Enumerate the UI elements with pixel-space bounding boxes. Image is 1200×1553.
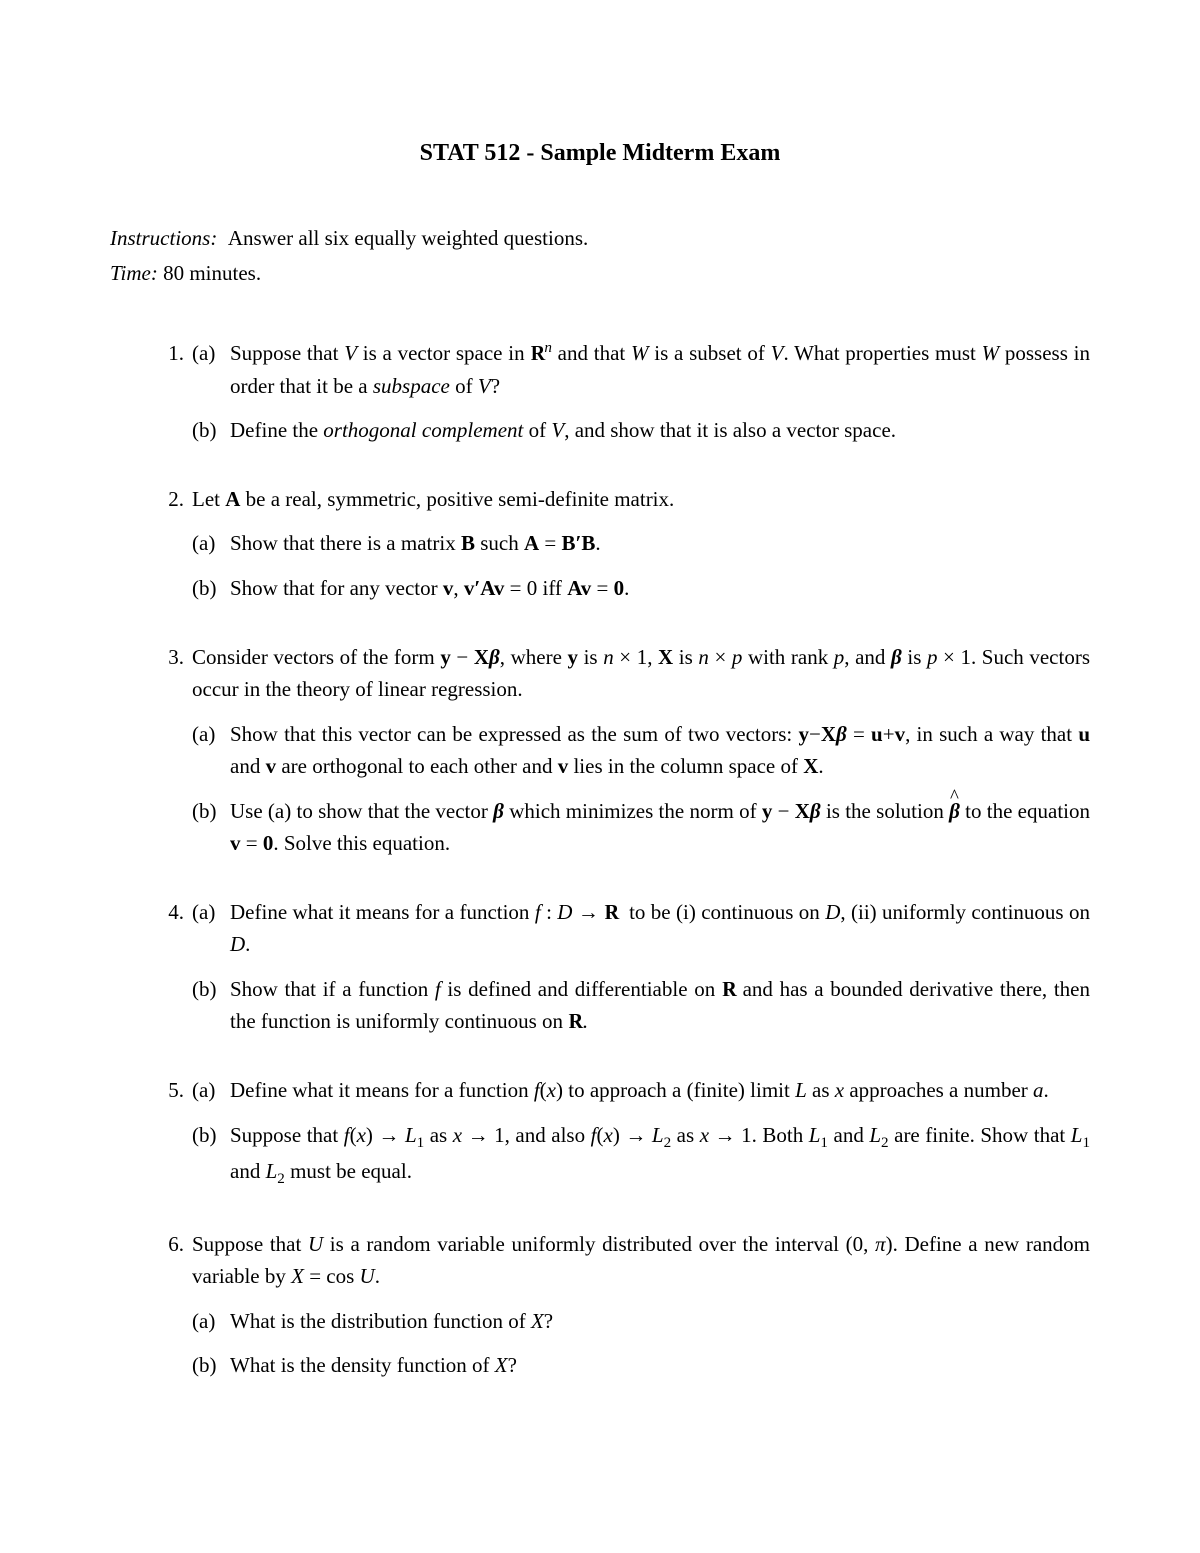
part-label: (a) xyxy=(192,896,230,961)
instructions-text: Answer all six equally weighted question… xyxy=(228,226,588,250)
part-text: Show that this vector can be expressed a… xyxy=(230,718,1090,783)
question-part: (a)Define what it means for a function f… xyxy=(192,896,1090,961)
question-number: 1. xyxy=(148,337,192,459)
part-label: (b) xyxy=(192,795,230,860)
question-part: (a)Show that there is a matrix B such A … xyxy=(192,527,1090,560)
question-part: (a)Suppose that V is a vector space in R… xyxy=(192,337,1090,402)
instructions-label: Instructions: xyxy=(110,226,217,250)
page-title: STAT 512 - Sample Midterm Exam xyxy=(110,135,1090,172)
question-intro: Suppose that U is a random variable unif… xyxy=(192,1228,1090,1293)
part-label: (b) xyxy=(192,572,230,605)
part-text: Define the orthogonal complement of V, a… xyxy=(230,414,1090,447)
question-part: (a)What is the distribution function of … xyxy=(192,1305,1090,1338)
part-text: Show that there is a matrix B such A = B… xyxy=(230,527,1090,560)
part-label: (b) xyxy=(192,973,230,1038)
question: 3.Consider vectors of the form y − Xβ, w… xyxy=(148,641,1090,872)
part-label: (a) xyxy=(192,1074,230,1107)
question-list: 1.(a)Suppose that V is a vector space in… xyxy=(110,337,1090,1394)
question-body: (a)Suppose that V is a vector space in R… xyxy=(192,337,1090,459)
question-body: (a)Define what it means for a function f… xyxy=(192,896,1090,1050)
question-number: 6. xyxy=(148,1228,192,1394)
time-label: Time: xyxy=(110,261,158,285)
question-intro: Let A be a real, symmetric, positive sem… xyxy=(192,483,1090,516)
question: 4.(a)Define what it means for a function… xyxy=(148,896,1090,1050)
question-body: Let A be a real, symmetric, positive sem… xyxy=(192,483,1090,617)
part-label: (a) xyxy=(192,1305,230,1338)
part-text: What is the distribution function of X? xyxy=(230,1305,1090,1338)
question-part: (b)Suppose that f(x) → L1 as x → 1, and … xyxy=(192,1119,1090,1192)
question-part: (b)Define the orthogonal complement of V… xyxy=(192,414,1090,447)
part-label: (b) xyxy=(192,1119,230,1192)
part-label: (a) xyxy=(192,718,230,783)
question-part: (a)Define what it means for a function f… xyxy=(192,1074,1090,1107)
question-part: (a)Show that this vector can be expresse… xyxy=(192,718,1090,783)
question-part: (b)Show that if a function f is defined … xyxy=(192,973,1090,1038)
instructions-line: Instructions: Answer all six equally wei… xyxy=(110,222,1090,255)
question-body: (a)Define what it means for a function f… xyxy=(192,1074,1090,1204)
question: 5.(a)Define what it means for a function… xyxy=(148,1074,1090,1204)
question: 2.Let A be a real, symmetric, positive s… xyxy=(148,483,1090,617)
question-part: (b)Show that for any vector v, v′Av = 0 … xyxy=(192,572,1090,605)
part-text: Define what it means for a function f(x)… xyxy=(230,1074,1090,1107)
part-text: Define what it means for a function f : … xyxy=(230,896,1090,961)
part-label: (a) xyxy=(192,337,230,402)
question-body: Suppose that U is a random variable unif… xyxy=(192,1228,1090,1394)
question: 1.(a)Suppose that V is a vector space in… xyxy=(148,337,1090,459)
part-text: Suppose that V is a vector space in Rn a… xyxy=(230,337,1090,402)
question-number: 4. xyxy=(148,896,192,1050)
question-number: 2. xyxy=(148,483,192,617)
exam-page: STAT 512 - Sample Midterm Exam Instructi… xyxy=(0,0,1200,1553)
part-label: (b) xyxy=(192,414,230,447)
part-text: Show that for any vector v, v′Av = 0 iff… xyxy=(230,572,1090,605)
question-number: 5. xyxy=(148,1074,192,1204)
part-text: Show that if a function f is defined and… xyxy=(230,973,1090,1038)
question-body: Consider vectors of the form y − Xβ, whe… xyxy=(192,641,1090,872)
part-text: What is the density function of X? xyxy=(230,1349,1090,1382)
time-text: 80 minutes. xyxy=(163,261,261,285)
time-line: Time: 80 minutes. xyxy=(110,257,1090,290)
instructions-block: Instructions: Answer all six equally wei… xyxy=(110,222,1090,289)
part-label: (b) xyxy=(192,1349,230,1382)
part-text: Use (a) to show that the vector β which … xyxy=(230,795,1090,860)
question-number: 3. xyxy=(148,641,192,872)
part-text: Suppose that f(x) → L1 as x → 1, and als… xyxy=(230,1119,1090,1192)
question: 6.Suppose that U is a random variable un… xyxy=(148,1228,1090,1394)
question-part: (b)What is the density function of X? xyxy=(192,1349,1090,1382)
question-part: (b)Use (a) to show that the vector β whi… xyxy=(192,795,1090,860)
part-label: (a) xyxy=(192,527,230,560)
question-intro: Consider vectors of the form y − Xβ, whe… xyxy=(192,641,1090,706)
